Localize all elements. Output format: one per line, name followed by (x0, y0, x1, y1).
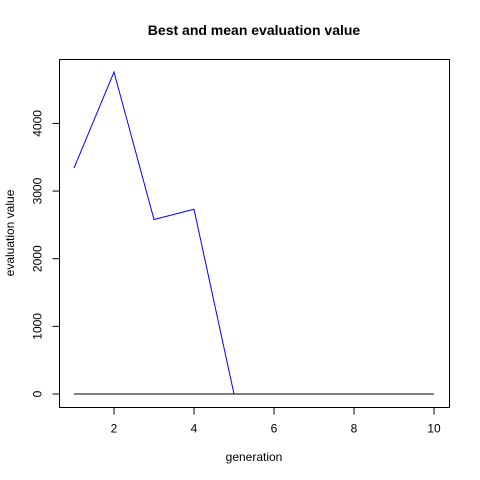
chart-title: Best and mean evaluation value (148, 22, 361, 38)
y-tick-label: 3000 (31, 177, 45, 204)
series-layer (73, 70, 434, 395)
y-axis: 0 1000 2000 3000 4000 (31, 110, 60, 397)
x-axis-label: generation (226, 450, 283, 464)
y-tick-label: 4000 (31, 110, 45, 137)
y-tick-label: 0 (31, 390, 45, 397)
series-line-1 (73, 70, 434, 395)
y-axis-label: evaluation value (3, 189, 17, 276)
x-axis: 2 4 6 8 10 (111, 407, 441, 436)
x-tick-label: 6 (271, 422, 278, 436)
x-tick-label: 10 (427, 422, 441, 436)
x-tick-label: 2 (111, 422, 118, 436)
y-tick-label: 2000 (31, 245, 45, 272)
plot-area (59, 59, 450, 408)
x-tick-label: 8 (351, 422, 358, 436)
y-tick-label: 1000 (31, 313, 45, 340)
x-tick-label: 4 (191, 422, 198, 436)
